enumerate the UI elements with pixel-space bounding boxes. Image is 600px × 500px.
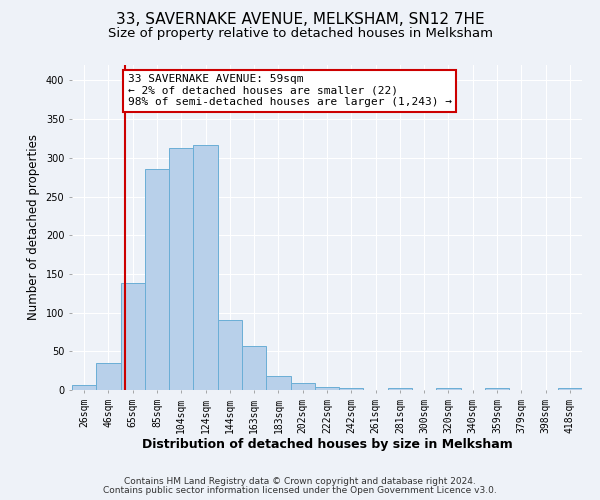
Bar (96, 363, 121, 390)
Bar (436, 388, 461, 390)
Text: 33 SAVERNAKE AVENUE: 59sqm
← 2% of detached houses are smaller (22)
98% of semi-: 33 SAVERNAKE AVENUE: 59sqm ← 2% of detac… (128, 74, 452, 108)
Bar (145, 170, 169, 390)
X-axis label: Distribution of detached houses by size in Melksham: Distribution of detached houses by size … (142, 438, 512, 452)
Bar (193, 144, 218, 390)
Bar (169, 148, 193, 390)
Bar (315, 387, 339, 390)
Bar (242, 346, 266, 390)
Y-axis label: Number of detached properties: Number of detached properties (27, 134, 40, 320)
Bar (485, 388, 509, 390)
Bar (339, 388, 364, 390)
Text: Contains public sector information licensed under the Open Government Licence v3: Contains public sector information licen… (103, 486, 497, 495)
Bar (558, 388, 582, 390)
Bar (266, 376, 290, 390)
Text: Size of property relative to detached houses in Melksham: Size of property relative to detached ho… (107, 28, 493, 40)
Text: Contains HM Land Registry data © Crown copyright and database right 2024.: Contains HM Land Registry data © Crown c… (124, 477, 476, 486)
Bar (290, 383, 315, 390)
Bar (72, 386, 96, 390)
Bar (121, 283, 145, 390)
Bar (388, 388, 412, 390)
Bar (218, 320, 242, 390)
Text: 33, SAVERNAKE AVENUE, MELKSHAM, SN12 7HE: 33, SAVERNAKE AVENUE, MELKSHAM, SN12 7HE (116, 12, 484, 28)
